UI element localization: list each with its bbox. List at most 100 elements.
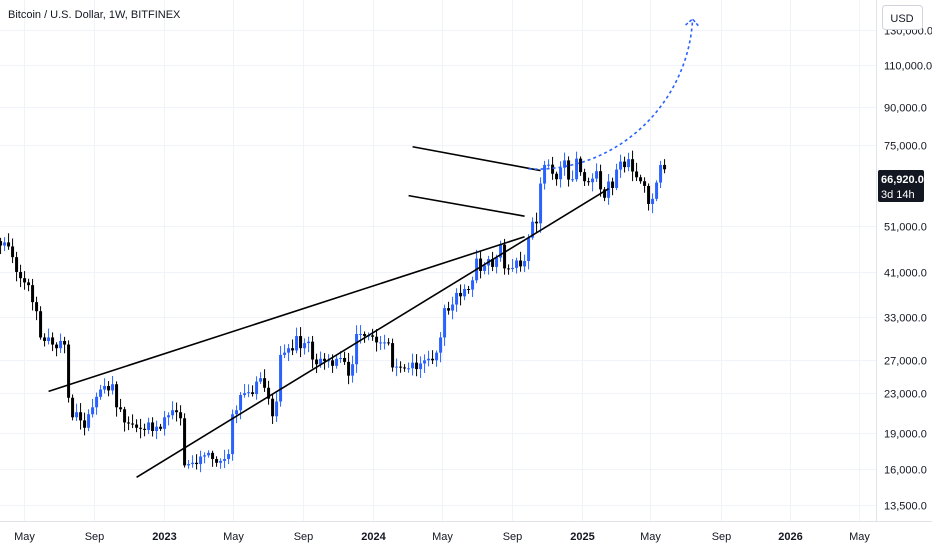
candle: [371, 328, 375, 341]
candle-body: [3, 242, 7, 246]
trendline[interactable]: [412, 145, 541, 172]
candle: [227, 449, 231, 465]
candle: [43, 333, 47, 347]
candle: [0, 237, 3, 255]
candle-body: [471, 280, 475, 290]
candle-body: [179, 412, 183, 419]
candle-body: [263, 378, 267, 388]
candle-body: [27, 282, 31, 286]
candle-body: [259, 378, 263, 382]
time-tick-label: May: [14, 531, 35, 543]
candle: [311, 335, 315, 369]
candle-body: [99, 389, 103, 397]
candle-body: [151, 422, 155, 432]
candle: [403, 364, 407, 372]
time-tick-label: May: [223, 531, 244, 543]
candle-body: [519, 260, 523, 267]
candle: [267, 380, 271, 405]
projection-curve[interactable]: [528, 18, 694, 170]
candle-body: [307, 341, 311, 344]
candle-body: [199, 456, 203, 465]
candle-body: [71, 397, 75, 418]
time-tick-label: 2023: [152, 531, 176, 543]
candle: [391, 338, 395, 372]
drawings[interactable]: [48, 17, 700, 478]
candle-body: [43, 337, 47, 341]
unit-label: USD: [890, 13, 913, 25]
candle-body: [235, 410, 239, 415]
candle-body: [79, 412, 83, 421]
candle: [143, 423, 147, 437]
candle: [335, 355, 339, 369]
candle: [91, 398, 95, 418]
candle: [379, 336, 383, 351]
candle: [631, 150, 635, 182]
candle-body: [315, 359, 319, 365]
trendline[interactable]: [48, 235, 525, 393]
last-price-value: 66,920.0: [881, 174, 924, 186]
candle-body: [423, 360, 427, 364]
candle: [383, 334, 387, 350]
candle: [87, 409, 91, 432]
candle-body: [327, 360, 331, 362]
unit-button[interactable]: USD: [882, 5, 923, 30]
candle: [491, 251, 495, 272]
candle-body: [219, 460, 223, 463]
candle: [439, 332, 443, 363]
candle-body: [331, 360, 335, 366]
candle: [611, 177, 615, 196]
time-axis[interactable]: May Sep 2023 May Sep 2024 May Sep 2025 May Sep 2026…: [0, 521, 932, 544]
candle-body: [11, 246, 15, 258]
candle: [203, 452, 207, 464]
candle: [27, 278, 31, 292]
candle: [3, 237, 7, 252]
candle: [523, 254, 527, 272]
candle: [487, 255, 491, 275]
candle: [31, 278, 35, 311]
candle: [419, 356, 423, 378]
price-tick-label: 41,000.0: [884, 268, 927, 280]
candle: [423, 354, 427, 373]
candle: [351, 355, 355, 383]
candle: [35, 296, 39, 321]
candle: [223, 449, 227, 469]
candle: [475, 249, 479, 284]
candle: [555, 171, 559, 186]
candle: [243, 384, 247, 398]
candle-body: [523, 260, 527, 267]
candle-body: [31, 285, 35, 303]
candle: [279, 346, 283, 407]
candle: [115, 381, 119, 417]
candle-body: [295, 336, 299, 351]
last-price-label: 66,920.0 3d 14h: [878, 170, 924, 202]
candle-body: [231, 414, 235, 455]
candle-body: [223, 459, 227, 461]
candle-body: [451, 304, 455, 311]
price-tick-label: 33,000.0: [884, 313, 927, 325]
trendline[interactable]: [136, 187, 609, 478]
candle: [247, 384, 251, 398]
candle: [587, 177, 591, 186]
candle: [167, 412, 171, 426]
candle: [275, 392, 279, 422]
price-axis[interactable]: 130,000.0110,000.090,000.075,000.051,000…: [876, 0, 932, 521]
candle: [539, 177, 543, 233]
candle-body: [399, 366, 403, 368]
trendline[interactable]: [408, 194, 525, 217]
candle-body: [35, 302, 39, 312]
candle: [459, 284, 463, 306]
candle: [535, 212, 539, 233]
candle: [507, 264, 511, 275]
candle-body: [63, 340, 67, 345]
projection-arrowhead: [685, 17, 700, 27]
candle-body: [291, 348, 295, 351]
candle: [435, 350, 439, 367]
candle-body: [87, 414, 91, 428]
candle-body: [359, 333, 363, 335]
time-tick-label: 2025: [570, 531, 594, 543]
candle-body: [507, 268, 511, 270]
candle: [635, 162, 639, 182]
price-tick-label: 90,000.0: [884, 103, 927, 115]
candle-body: [511, 267, 515, 269]
